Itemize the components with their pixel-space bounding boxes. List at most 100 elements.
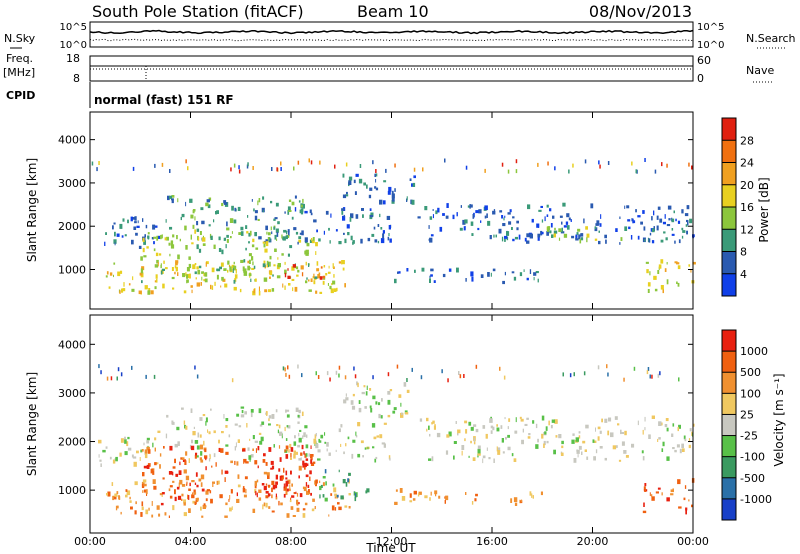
data-cell bbox=[651, 415, 655, 419]
data-cell bbox=[688, 264, 691, 267]
data-cell bbox=[599, 430, 602, 434]
data-cell bbox=[115, 505, 118, 511]
data-cell bbox=[205, 505, 207, 508]
data-cell bbox=[330, 493, 333, 496]
data-cell bbox=[601, 418, 603, 423]
data-cell bbox=[304, 425, 308, 429]
data-cell bbox=[125, 494, 128, 498]
data-cell bbox=[195, 452, 198, 456]
colorbar-tick-label: 100 bbox=[740, 387, 761, 400]
data-cell bbox=[298, 458, 302, 461]
data-cell bbox=[236, 413, 240, 417]
data-cell bbox=[327, 271, 331, 274]
data-cell bbox=[662, 441, 665, 447]
data-cell bbox=[317, 458, 321, 461]
data-cell bbox=[433, 280, 436, 283]
data-cell bbox=[112, 459, 116, 464]
data-cell bbox=[206, 489, 210, 492]
data-cell bbox=[283, 493, 286, 498]
data-cell bbox=[334, 164, 336, 169]
data-cell bbox=[240, 231, 244, 236]
data-cell bbox=[313, 273, 315, 278]
data-cell bbox=[637, 215, 641, 218]
data-cell bbox=[513, 276, 517, 281]
data-cell bbox=[350, 213, 354, 219]
data-cell bbox=[302, 460, 305, 465]
data-cell bbox=[568, 217, 571, 221]
data-cell bbox=[211, 285, 214, 290]
data-cell bbox=[495, 234, 497, 238]
data-cell bbox=[186, 279, 189, 283]
data-cell bbox=[355, 214, 359, 219]
data-cell bbox=[205, 457, 207, 461]
data-cell bbox=[524, 237, 527, 242]
data-cell bbox=[205, 202, 209, 207]
data-cell bbox=[268, 262, 269, 267]
data-cell bbox=[297, 444, 300, 448]
data-cell bbox=[406, 389, 410, 393]
data-cell bbox=[508, 221, 512, 225]
data-cell bbox=[291, 266, 295, 271]
data-cell bbox=[262, 210, 264, 213]
data-cell bbox=[169, 169, 171, 173]
data-cell bbox=[124, 436, 126, 440]
data-cell bbox=[549, 208, 552, 212]
data-cell bbox=[644, 427, 646, 431]
data-cell bbox=[424, 495, 428, 499]
data-cell bbox=[599, 223, 602, 227]
data-cell bbox=[277, 221, 280, 225]
data-cell bbox=[190, 285, 193, 288]
data-cell bbox=[666, 497, 670, 502]
data-cell bbox=[559, 215, 563, 218]
data-cell bbox=[160, 270, 163, 275]
data-cell bbox=[393, 407, 397, 411]
data-cell bbox=[120, 511, 122, 515]
data-cell bbox=[382, 230, 385, 234]
data-cell bbox=[219, 494, 223, 499]
data-cell bbox=[310, 278, 313, 282]
data-cell bbox=[135, 501, 137, 505]
data-cell bbox=[279, 457, 282, 462]
data-cell bbox=[247, 215, 249, 218]
data-cell bbox=[691, 165, 693, 170]
data-cell bbox=[130, 216, 133, 222]
data-cell bbox=[286, 483, 288, 487]
data-cell bbox=[221, 276, 224, 281]
data-cell bbox=[232, 268, 234, 273]
data-cell bbox=[585, 424, 589, 429]
data-cell bbox=[364, 406, 367, 409]
data-cell bbox=[480, 220, 482, 223]
data-cell bbox=[194, 501, 197, 505]
data-cell bbox=[563, 225, 567, 228]
x-tick-label: 20:00 bbox=[577, 535, 609, 548]
data-cell bbox=[121, 235, 124, 238]
data-cell bbox=[205, 261, 209, 265]
data-cell bbox=[626, 205, 630, 209]
data-cell bbox=[240, 226, 244, 231]
data-cell bbox=[268, 415, 272, 419]
data-cell bbox=[657, 206, 661, 210]
data-cell bbox=[346, 224, 350, 229]
data-cell bbox=[468, 455, 470, 458]
data-cell bbox=[289, 245, 293, 249]
data-cell bbox=[360, 238, 363, 244]
data-cell bbox=[194, 365, 196, 370]
data-cell bbox=[354, 496, 357, 502]
data-cell bbox=[285, 438, 288, 441]
data-cell bbox=[308, 263, 310, 267]
data-cell bbox=[648, 434, 651, 439]
x-axis-label: Time UT bbox=[365, 541, 416, 554]
data-cell bbox=[194, 454, 197, 459]
data-cell bbox=[268, 494, 270, 498]
data-cell bbox=[358, 178, 363, 184]
data-cell bbox=[204, 448, 207, 453]
power-scatter-cells bbox=[91, 158, 696, 296]
data-cell bbox=[325, 210, 329, 215]
data-cell bbox=[126, 490, 131, 496]
data-cell bbox=[98, 454, 100, 458]
data-cell bbox=[224, 283, 228, 288]
data-cell bbox=[666, 224, 671, 227]
data-cell bbox=[439, 226, 443, 232]
data-cell bbox=[365, 490, 368, 494]
